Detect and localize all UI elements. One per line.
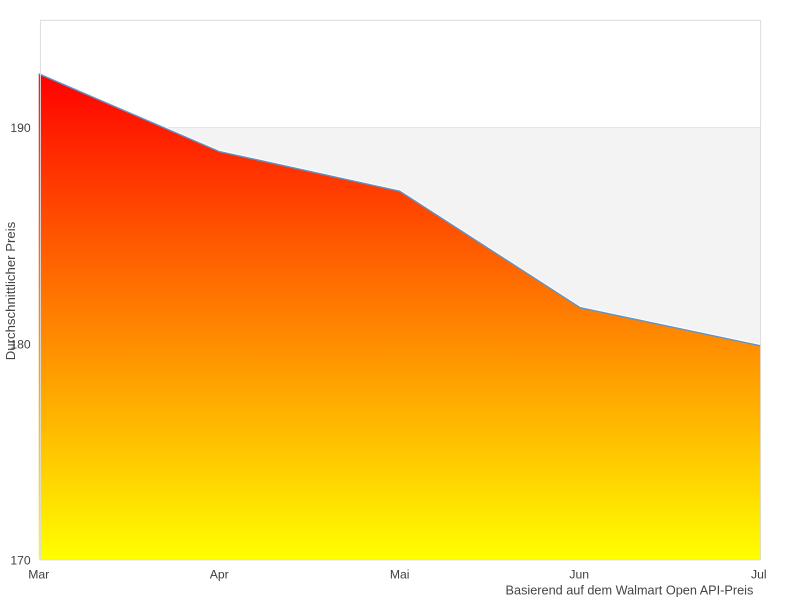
svg-text:Mar: Mar <box>28 567 49 581</box>
svg-text:170: 170 <box>10 554 31 568</box>
svg-text:Durchschnittlicher Preis: Durchschnittlicher Preis <box>3 221 18 360</box>
svg-text:Apr: Apr <box>210 567 229 581</box>
svg-text:Jul: Jul <box>751 567 767 581</box>
svg-text:190: 190 <box>10 121 31 135</box>
svg-text:Mai: Mai <box>390 567 410 581</box>
svg-text:Basierend auf dem Walmart Open: Basierend auf dem Walmart Open API-Preis <box>506 584 754 598</box>
svg-text:180: 180 <box>10 338 31 352</box>
svg-text:Jun: Jun <box>569 567 589 581</box>
